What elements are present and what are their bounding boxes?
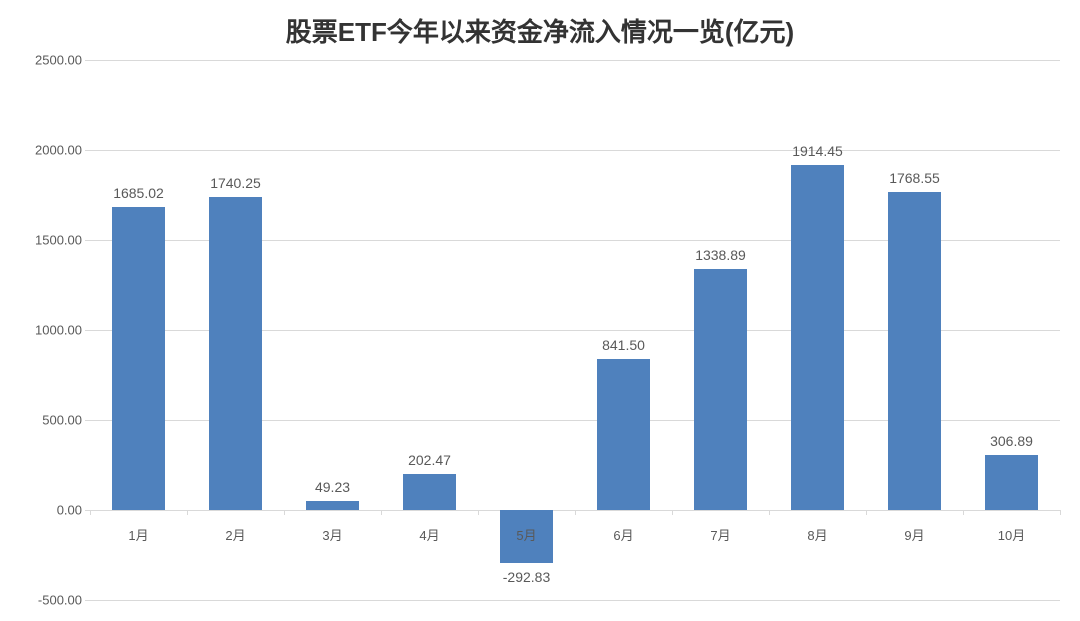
bar-value-label: 1338.89 <box>695 247 746 263</box>
bar-value-label: 1740.25 <box>210 175 261 191</box>
x-tick <box>1060 510 1061 515</box>
x-axis-label: 10月 <box>998 525 1025 544</box>
bar <box>888 192 941 510</box>
bar <box>597 359 650 510</box>
x-axis-label: 5月 <box>516 525 536 544</box>
x-axis-label: 1月 <box>128 525 148 544</box>
x-tick <box>90 510 91 515</box>
x-axis-label: 8月 <box>807 525 827 544</box>
y-axis-label: 1500.00 <box>35 233 90 248</box>
bar <box>694 269 747 510</box>
bar <box>112 207 165 510</box>
x-tick <box>381 510 382 515</box>
bar-value-label: 1685.02 <box>113 185 164 201</box>
bar <box>791 165 844 510</box>
gridline <box>90 150 1060 151</box>
bar-value-label: 202.47 <box>408 452 451 468</box>
bar <box>209 197 262 510</box>
bar-value-label: 1768.55 <box>889 170 940 186</box>
chart-title: 股票ETF今年以来资金净流入情况一览(亿元) <box>0 12 1080 49</box>
x-axis-label: 9月 <box>904 525 924 544</box>
bar <box>306 501 359 510</box>
x-axis-label: 2月 <box>225 525 245 544</box>
x-axis-label: 3月 <box>322 525 342 544</box>
y-axis-label: 1000.00 <box>35 323 90 338</box>
chart-container: 股票ETF今年以来资金净流入情况一览(亿元) -500.000.00500.00… <box>0 0 1080 621</box>
x-axis-label: 6月 <box>613 525 633 544</box>
y-axis-label: 500.00 <box>42 413 90 428</box>
y-axis-label: 2500.00 <box>35 53 90 68</box>
x-tick <box>478 510 479 515</box>
bar <box>985 455 1038 510</box>
x-tick <box>575 510 576 515</box>
x-tick <box>866 510 867 515</box>
y-axis-label: 2000.00 <box>35 143 90 158</box>
x-tick <box>284 510 285 515</box>
x-axis-label: 4月 <box>419 525 439 544</box>
x-axis-label: 7月 <box>710 525 730 544</box>
plot-area: -500.000.00500.001000.001500.002000.0025… <box>90 60 1060 600</box>
bar-value-label: 841.50 <box>602 337 645 353</box>
x-tick <box>769 510 770 515</box>
y-axis-label: -500.00 <box>38 593 90 608</box>
bar-value-label: 306.89 <box>990 433 1033 449</box>
x-tick <box>187 510 188 515</box>
bar <box>403 474 456 510</box>
x-tick <box>963 510 964 515</box>
y-axis-label: 0.00 <box>57 503 90 518</box>
bar-value-label: 49.23 <box>315 479 350 495</box>
gridline <box>90 600 1060 601</box>
bar-value-label: -292.83 <box>503 569 550 585</box>
x-tick <box>672 510 673 515</box>
bar-value-label: 1914.45 <box>792 143 843 159</box>
gridline <box>90 60 1060 61</box>
